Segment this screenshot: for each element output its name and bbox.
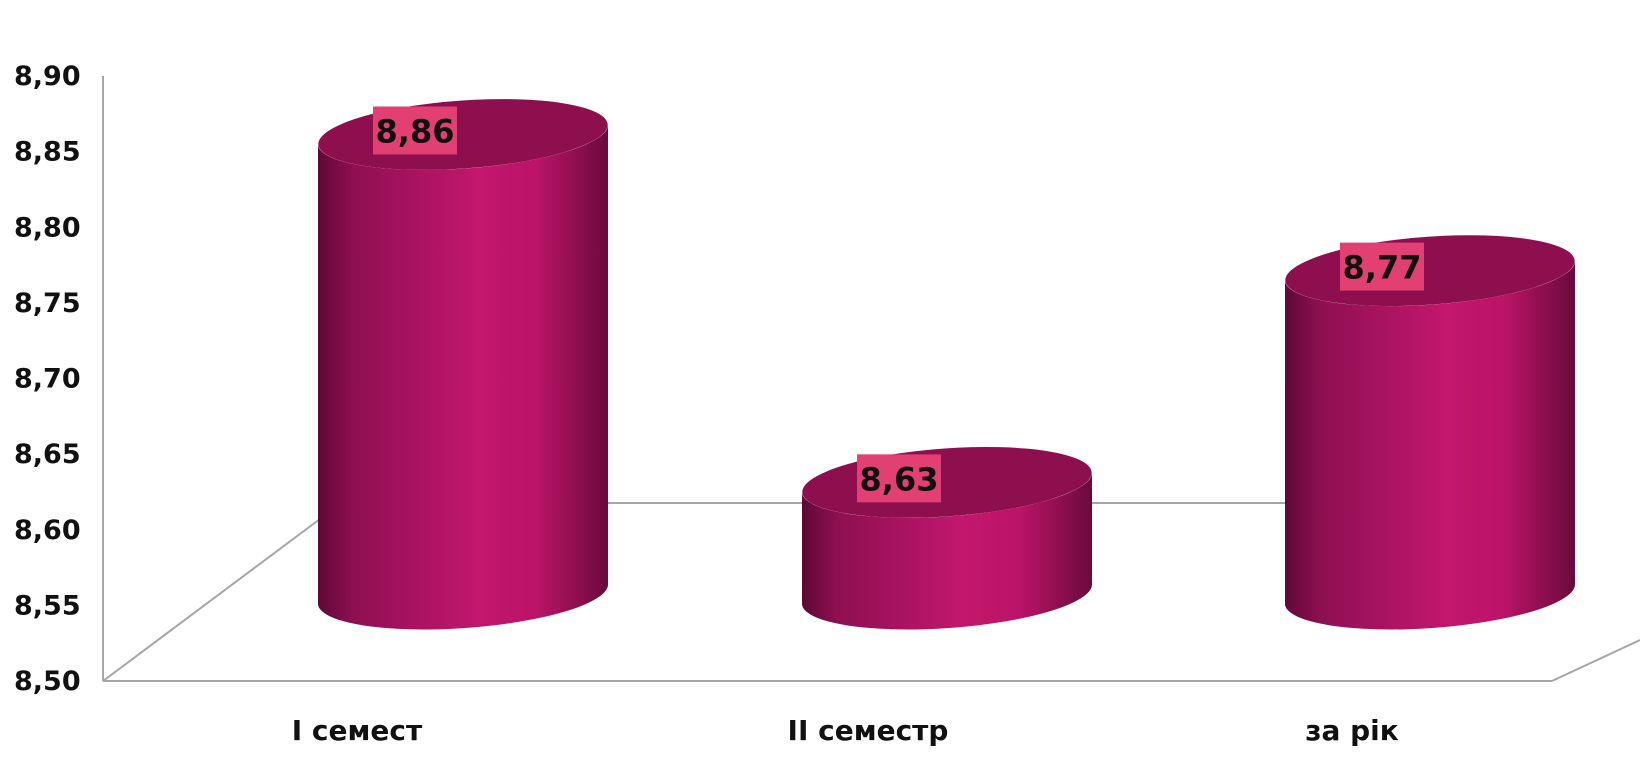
y-tick-label: 8,75	[14, 288, 81, 319]
bar: 8,86	[318, 99, 609, 630]
y-axis-ticks: 8,50 8,55 8,60 8,65 8,70 8,75 8,80 8,85 8,90	[14, 61, 81, 697]
x-category-label: за рік	[1305, 714, 1399, 747]
bar-body	[318, 124, 609, 630]
y-tick-label: 8,90	[14, 61, 81, 92]
y-tick-label: 8,85	[14, 137, 81, 168]
x-category-label: I семест	[292, 714, 423, 747]
data-label: 8,63	[860, 460, 939, 498]
x-category-label: II семестр	[788, 714, 949, 747]
bar-body	[1285, 260, 1576, 630]
floor-right-edge	[1551, 639, 1640, 682]
y-tick-label: 8,70	[14, 364, 81, 395]
bar: 8,63	[802, 446, 1093, 630]
data-label-box	[1340, 242, 1424, 291]
data-label-box	[857, 454, 941, 503]
y-tick-label: 8,65	[14, 439, 81, 470]
y-tick-label: 8,50	[14, 666, 81, 697]
bars: 8,86 8,63 8,77	[318, 99, 1576, 630]
data-label-box	[373, 106, 457, 155]
bar: 8,77	[1285, 235, 1576, 630]
data-label: 8,86	[376, 113, 455, 151]
y-tick-label: 8,80	[14, 212, 81, 243]
y-tick-label: 8,60	[14, 515, 81, 546]
data-label: 8,77	[1343, 249, 1422, 287]
bar-body	[802, 472, 1093, 630]
y-tick-label: 8,55	[14, 590, 81, 621]
floor-left-edge	[102, 518, 321, 682]
x-axis-categories: I семест II семестр за рік	[292, 714, 1399, 747]
